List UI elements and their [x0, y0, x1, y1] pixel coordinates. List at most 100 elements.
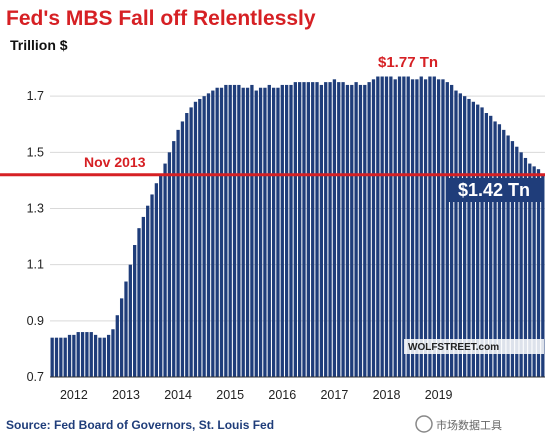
- bar: [85, 332, 89, 377]
- bar: [276, 87, 280, 378]
- bar: [419, 76, 423, 377]
- y-tick-label: 1.1: [27, 258, 44, 272]
- bar: [263, 87, 267, 378]
- bar: [410, 79, 415, 377]
- bar: [476, 104, 480, 377]
- bar: [363, 84, 367, 378]
- bar: [89, 332, 93, 377]
- bar: [154, 183, 159, 377]
- bar: [59, 337, 63, 377]
- bar: [306, 82, 311, 378]
- bar: [515, 146, 519, 377]
- gridlines: [50, 95, 545, 322]
- bar: [324, 82, 328, 378]
- bar: [536, 169, 541, 377]
- bar: [267, 84, 271, 378]
- bar: [389, 76, 393, 377]
- chart-source: Source: Fed Board of Governors, St. Loui…: [6, 418, 274, 432]
- bar: [219, 87, 224, 378]
- bar: [441, 79, 445, 377]
- bar: [159, 174, 163, 377]
- bar: [106, 334, 111, 378]
- y-axis-unit: Trillion $: [10, 37, 68, 53]
- bar: [484, 113, 489, 378]
- bar: [115, 315, 119, 377]
- bar: [202, 96, 206, 378]
- y-tick-label: 0.9: [27, 314, 44, 328]
- x-tick-label: 2016: [268, 388, 296, 402]
- bar: [215, 87, 219, 378]
- bar: [189, 107, 193, 378]
- bar: [50, 337, 54, 377]
- bar: [146, 205, 150, 377]
- bar: [319, 84, 324, 378]
- bar: [198, 98, 202, 377]
- bar: [432, 76, 436, 377]
- y-tick-label: 1.7: [27, 89, 44, 103]
- bar: [254, 90, 258, 378]
- x-axis-ticks: 2012 2013 2014 2015 2016 2017 2018 2019: [60, 388, 453, 402]
- bar: [237, 84, 241, 378]
- bar: [93, 334, 98, 378]
- bar: [163, 163, 167, 377]
- bar: [376, 76, 380, 377]
- bar: [519, 152, 523, 377]
- bar: [528, 163, 532, 377]
- bar: [315, 82, 319, 378]
- bar: [341, 82, 345, 378]
- x-tick-label: 2013: [112, 388, 140, 402]
- bar: [371, 79, 376, 377]
- bar: [67, 334, 72, 378]
- bar: [80, 332, 85, 377]
- bar: [180, 121, 185, 377]
- bar: [449, 84, 454, 378]
- bar: [397, 76, 402, 377]
- bar: [393, 79, 397, 377]
- bar: [384, 76, 389, 377]
- bar: [176, 129, 180, 377]
- x-tick-label: 2017: [320, 388, 348, 402]
- bar: [480, 107, 484, 378]
- bar: [193, 101, 198, 377]
- bar: [102, 337, 106, 377]
- bar: [350, 84, 354, 378]
- reference-line-label: Nov 2013: [84, 154, 146, 170]
- bar: [532, 166, 536, 378]
- bar: [141, 216, 146, 377]
- bar: [232, 84, 237, 378]
- bar: [332, 79, 337, 377]
- bar: [72, 334, 76, 378]
- bar: [284, 84, 289, 378]
- bar: [150, 194, 154, 377]
- bar: [354, 82, 358, 378]
- bar: [241, 87, 245, 378]
- y-tick-label: 1.5: [27, 145, 44, 159]
- bar: [467, 98, 471, 377]
- bar: [471, 101, 476, 377]
- bar: [271, 87, 276, 378]
- bar: [497, 124, 502, 377]
- x-tick-label: 2018: [373, 388, 401, 402]
- bar: [506, 135, 510, 377]
- bar: [224, 84, 228, 378]
- bar: [133, 245, 137, 377]
- bar: [245, 87, 250, 378]
- bar: [454, 90, 458, 378]
- bar: [111, 329, 115, 377]
- overlay-text: 市场数据工具: [436, 418, 502, 432]
- bar: [124, 281, 128, 377]
- peak-annotation: $1.77 Tn: [378, 54, 438, 71]
- watermark: WOLFSTREET.com: [408, 342, 499, 353]
- bar: [445, 82, 449, 378]
- bar: [463, 96, 467, 378]
- x-tick-label: 2019: [425, 388, 453, 402]
- bar: [119, 298, 124, 377]
- bar: [302, 82, 306, 378]
- bar: [167, 152, 172, 377]
- bar: [415, 79, 419, 377]
- y-axis-ticks: 0.7 0.9 1.1 1.3 1.5 1.7: [27, 89, 44, 384]
- x-tick-label: 2012: [60, 388, 88, 402]
- bar: [76, 332, 80, 377]
- wechat-icon: [415, 415, 433, 433]
